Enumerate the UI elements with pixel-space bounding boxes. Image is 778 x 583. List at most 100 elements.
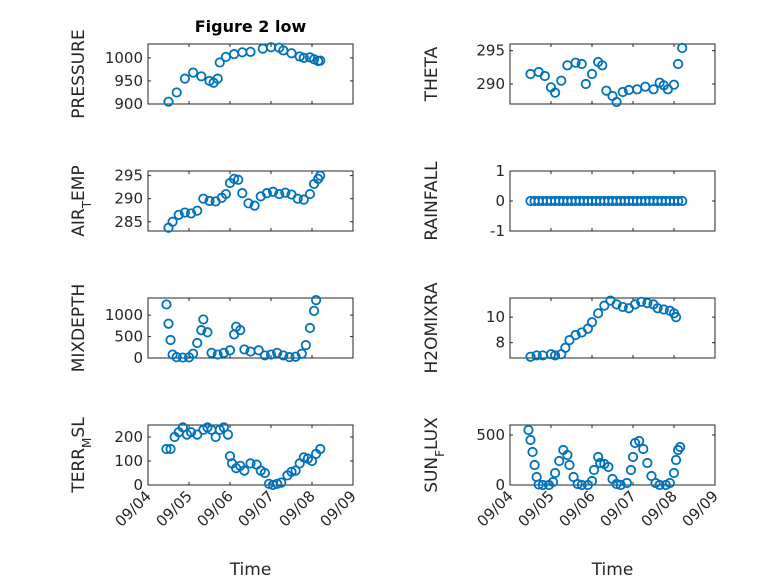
panel-row2-right: -1 0 1 RAINFALL <box>422 161 716 241</box>
data-point <box>617 301 628 313</box>
data-point <box>298 52 309 63</box>
data-point <box>533 479 544 490</box>
data-point <box>586 475 598 487</box>
data-point <box>675 441 686 453</box>
data-point <box>214 57 225 68</box>
data-point <box>547 476 559 488</box>
data-point <box>652 303 663 314</box>
data-point <box>196 71 207 82</box>
panel-row3-left: 0 500 1000 MIXDEPTH <box>69 284 354 372</box>
data-point <box>525 434 536 446</box>
panel-row2-left: 285 290 295 AIRTEMP <box>69 165 354 237</box>
x-axis-label: Time <box>591 560 634 580</box>
data-point <box>249 200 260 211</box>
data-point <box>218 347 229 358</box>
data-point <box>638 443 649 455</box>
data-point <box>668 79 680 90</box>
x-axis-label: Time <box>229 560 272 580</box>
y-tick-label: 900 <box>114 95 143 113</box>
data-point <box>570 57 581 68</box>
data-point <box>677 42 688 54</box>
data-point <box>239 344 250 355</box>
data-point <box>276 477 287 488</box>
data-point <box>627 451 639 463</box>
data-point <box>300 340 311 351</box>
data-point <box>310 295 322 306</box>
x-tick-label: 09/05 <box>515 487 558 530</box>
data-point <box>206 347 217 358</box>
data-point <box>636 296 647 307</box>
data-point <box>621 477 632 489</box>
data-point <box>670 454 682 466</box>
data-point <box>562 449 573 461</box>
data-point <box>549 467 561 479</box>
data-point <box>163 318 174 329</box>
data-point <box>599 300 610 311</box>
y-tick-label: 290 <box>114 190 143 208</box>
data-point <box>556 75 567 86</box>
data-point <box>537 479 548 491</box>
data-point <box>672 195 684 207</box>
data-point <box>298 194 309 205</box>
data-point <box>188 348 199 359</box>
data-point <box>165 334 176 346</box>
data-point <box>642 457 653 469</box>
data-point <box>192 337 203 349</box>
y-tick-label: 500 <box>476 426 505 444</box>
data-point <box>668 467 680 479</box>
data-point <box>603 461 614 473</box>
data-point <box>677 195 688 207</box>
data-point <box>611 478 622 490</box>
axis-box <box>147 170 354 232</box>
axis-box <box>147 297 354 359</box>
y-axis-label: PRESSURE <box>69 29 89 118</box>
data-point <box>237 188 248 199</box>
data-point <box>196 325 207 336</box>
data-point <box>617 86 628 98</box>
data-point <box>549 350 561 361</box>
y-tick-label: 0 <box>495 476 505 494</box>
y-tick-label: 0 <box>133 476 143 494</box>
x-tick-label: 09/07 <box>597 487 640 530</box>
x-tick-label: 09/07 <box>235 487 278 530</box>
data-point <box>611 299 622 310</box>
y-tick-label: 1000 <box>105 306 143 324</box>
data-point <box>672 58 684 70</box>
data-point <box>278 350 289 361</box>
data-point <box>177 352 188 363</box>
data-point <box>267 186 279 197</box>
data-point <box>564 459 575 471</box>
y-axis-label: RAINFALL <box>422 161 442 241</box>
panel-bottom-right: 09/0409/0509/0609/0709/0809/090500SUNFLU… <box>422 417 722 580</box>
data-point <box>572 478 583 490</box>
data-point <box>161 299 172 310</box>
y-tick-label: 0 <box>133 349 143 367</box>
axis-box <box>147 424 354 486</box>
data-point <box>304 322 316 334</box>
data-point <box>523 424 534 436</box>
y-axis-label: THETA <box>422 46 442 102</box>
data-point <box>315 443 326 455</box>
data-point <box>167 216 178 227</box>
data-point <box>235 325 246 336</box>
data-point <box>531 350 542 361</box>
y-tick-label: 1 <box>495 162 505 180</box>
data-point <box>259 350 270 361</box>
data-point <box>625 464 637 476</box>
data-point <box>588 464 600 476</box>
data-point <box>304 188 316 200</box>
y-tick-label: 0 <box>495 192 505 210</box>
x-tick-label: 09/09 <box>679 487 722 530</box>
y-tick-label: 8 <box>495 334 505 352</box>
data-point <box>274 188 285 200</box>
data-point <box>188 67 199 78</box>
data-point <box>185 427 197 438</box>
data-point <box>185 208 197 219</box>
data-point <box>265 349 277 360</box>
data-point <box>286 48 297 59</box>
axis-box <box>509 43 716 105</box>
data-point <box>586 317 598 328</box>
data-point <box>549 87 561 98</box>
y-tick-label: 290 <box>476 75 505 93</box>
data-point <box>171 352 182 363</box>
